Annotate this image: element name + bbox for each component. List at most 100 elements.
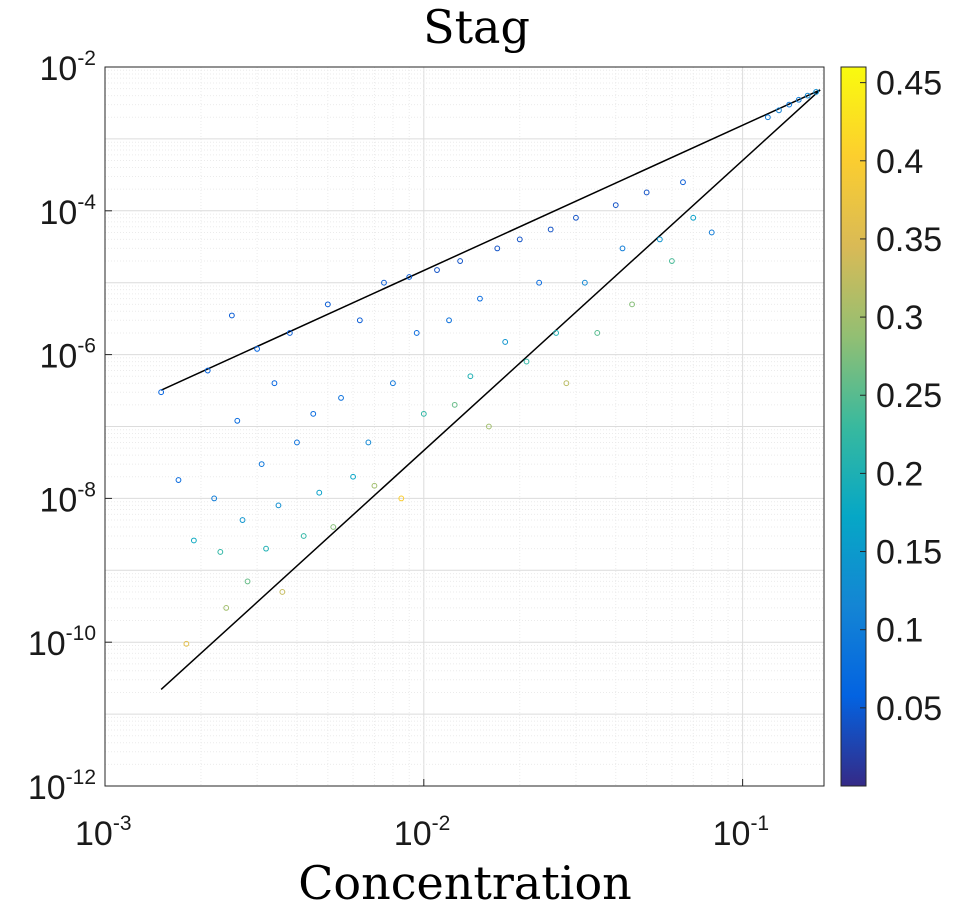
data-point [211, 495, 218, 502]
data-point [316, 489, 323, 496]
data-point [502, 339, 509, 345]
data-point [629, 301, 635, 308]
data-point [338, 394, 344, 401]
data-point [581, 279, 588, 286]
colorbar-tick-label: 0.2 [876, 455, 923, 493]
colorbar-tick-label: 0.45 [876, 65, 942, 103]
data-point [217, 549, 224, 555]
x-tick-base: 10 [713, 815, 751, 853]
data-point [406, 274, 413, 280]
data-point [371, 482, 378, 489]
data-point [413, 330, 420, 336]
data-point [516, 236, 523, 243]
data-point [234, 417, 241, 424]
x-tick-base: 10 [75, 815, 113, 853]
bound-line [160, 89, 821, 691]
data-point [398, 495, 405, 502]
y-tick-exponent: -2 [77, 47, 96, 70]
data-point [477, 295, 483, 302]
y-tick-base: 10 [28, 625, 66, 663]
colorbar-tick-label: 0.35 [876, 221, 942, 259]
y-tick-base: 10 [39, 194, 77, 232]
y-tick-base: 10 [39, 481, 77, 519]
x-axis-label: Concentration [298, 856, 632, 910]
data-point [494, 245, 501, 252]
data-point [286, 330, 293, 336]
data-point [254, 346, 261, 352]
data-point [795, 96, 802, 103]
data-point [190, 537, 197, 544]
data-point [239, 517, 246, 523]
data-point [523, 358, 530, 365]
data-point [536, 279, 543, 286]
data-point [223, 604, 230, 611]
colorbar-tick-label: 0.05 [876, 690, 942, 728]
data-point [263, 545, 269, 552]
y-tick-label: 10-10 [28, 622, 96, 663]
x-tick-exponent: -1 [750, 812, 769, 835]
y-tick-exponent: -4 [77, 191, 96, 214]
data-point [804, 92, 811, 99]
data-point [594, 330, 601, 336]
data-point [330, 524, 337, 530]
y-tick-label: 10-2 [39, 47, 96, 88]
data-point [310, 410, 317, 417]
data-point [813, 89, 819, 95]
data-point [381, 279, 387, 286]
data-point [356, 317, 363, 324]
data-point [680, 179, 686, 186]
data-point [204, 367, 211, 374]
data-point [451, 401, 458, 408]
y-tick-label: 10-8 [39, 478, 96, 519]
data-point [300, 533, 307, 539]
y-tick-exponent: -10 [66, 622, 96, 645]
colorbar-tick-label: 0.1 [876, 612, 923, 650]
x-tick-label: 10-1 [713, 812, 770, 853]
data-point [457, 258, 464, 264]
data-point [158, 389, 165, 396]
data-point [786, 101, 793, 108]
data-point [420, 410, 427, 417]
data-point [656, 236, 663, 243]
data-point [619, 245, 626, 252]
data-point [390, 380, 396, 387]
data-point [708, 229, 715, 236]
data-point [446, 317, 452, 324]
data-point [547, 226, 554, 233]
data-point [350, 473, 356, 480]
colorbar-tick-label: 0.25 [876, 377, 942, 415]
chart-title: Stag [423, 0, 530, 54]
x-tick-exponent: -3 [113, 812, 132, 835]
data-point [485, 423, 492, 430]
data-point [612, 202, 619, 209]
data-point [690, 214, 697, 221]
data-point [365, 439, 372, 446]
bound-line [160, 89, 821, 391]
data-point [467, 373, 474, 380]
x-tick-label: 10-2 [394, 812, 451, 853]
data-point [324, 301, 331, 308]
colorbar-ticks: 0.05 0.1 0.15 0.2 0.25 0.3 0.35 0.4 0.45 [860, 65, 942, 728]
y-tick-exponent: -8 [77, 478, 96, 501]
x-tick-label: 10-3 [75, 812, 132, 853]
y-tick-base: 10 [39, 50, 77, 88]
data-point [553, 330, 560, 336]
x-tick-exponent: -2 [432, 812, 451, 835]
x-tick-base: 10 [394, 815, 432, 853]
data-point [294, 439, 300, 446]
colorbar-tick-label: 0.3 [876, 299, 923, 337]
data-point [643, 189, 650, 196]
y-tick-label: 10-12 [28, 766, 96, 807]
colorbar-tick-label: 0.4 [876, 143, 923, 181]
bound-lines [160, 89, 821, 691]
data-point [563, 380, 570, 387]
data-points [158, 89, 819, 647]
data-point [258, 461, 265, 467]
data-point [279, 589, 286, 595]
data-point [434, 267, 440, 273]
colorbar-tick-label: 0.15 [876, 534, 942, 572]
data-point [275, 502, 282, 509]
data-point [228, 312, 235, 319]
